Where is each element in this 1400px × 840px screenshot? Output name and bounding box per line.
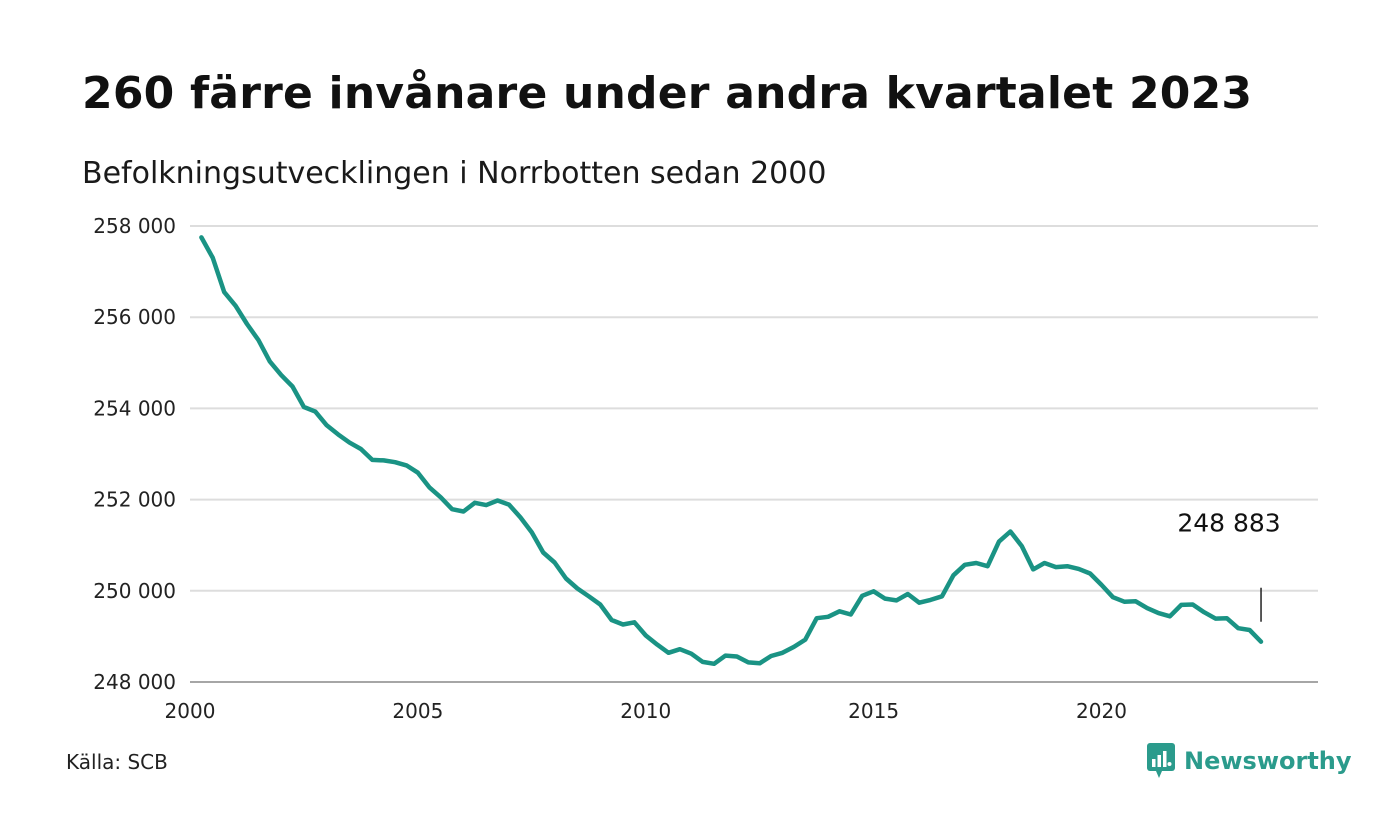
y-tick-label: 248 000: [93, 670, 176, 694]
x-tick-label: 2010: [620, 699, 671, 723]
y-tick-label: 252 000: [93, 488, 176, 512]
y-axis-ticks: 248 000 250 000 252 000 254 000 256 000 258 0…: [93, 214, 176, 694]
source-note: Källa: SCB: [66, 750, 168, 774]
chart-title: 260 färre invånare under andra kvartalet…: [82, 68, 1253, 119]
x-tick-label: 2005: [392, 699, 443, 723]
newsworthy-logo-icon: [1147, 743, 1175, 778]
y-tick-label: 254 000: [93, 396, 176, 420]
gridlines: [190, 225, 1318, 592]
y-tick-label: 258 000: [93, 214, 176, 238]
x-tick-label: 2000: [165, 699, 216, 723]
x-tick-label: 2020: [1076, 699, 1127, 723]
brand-logo: Newsworthy: [1146, 742, 1352, 780]
x-axis-ticks: 2000 2005 2010 2015 2020: [165, 699, 1127, 723]
x-tick-label: 2015: [848, 699, 899, 723]
population-line: [199, 235, 1264, 667]
y-tick-label: 256 000: [93, 305, 176, 329]
end-value-label: 248 883: [1177, 509, 1280, 538]
chart-subtitle: Befolkningsutvecklingen i Norrbotten sed…: [82, 156, 827, 191]
brand-name: Newsworthy: [1184, 747, 1352, 775]
y-tick-label: 250 000: [93, 579, 176, 603]
